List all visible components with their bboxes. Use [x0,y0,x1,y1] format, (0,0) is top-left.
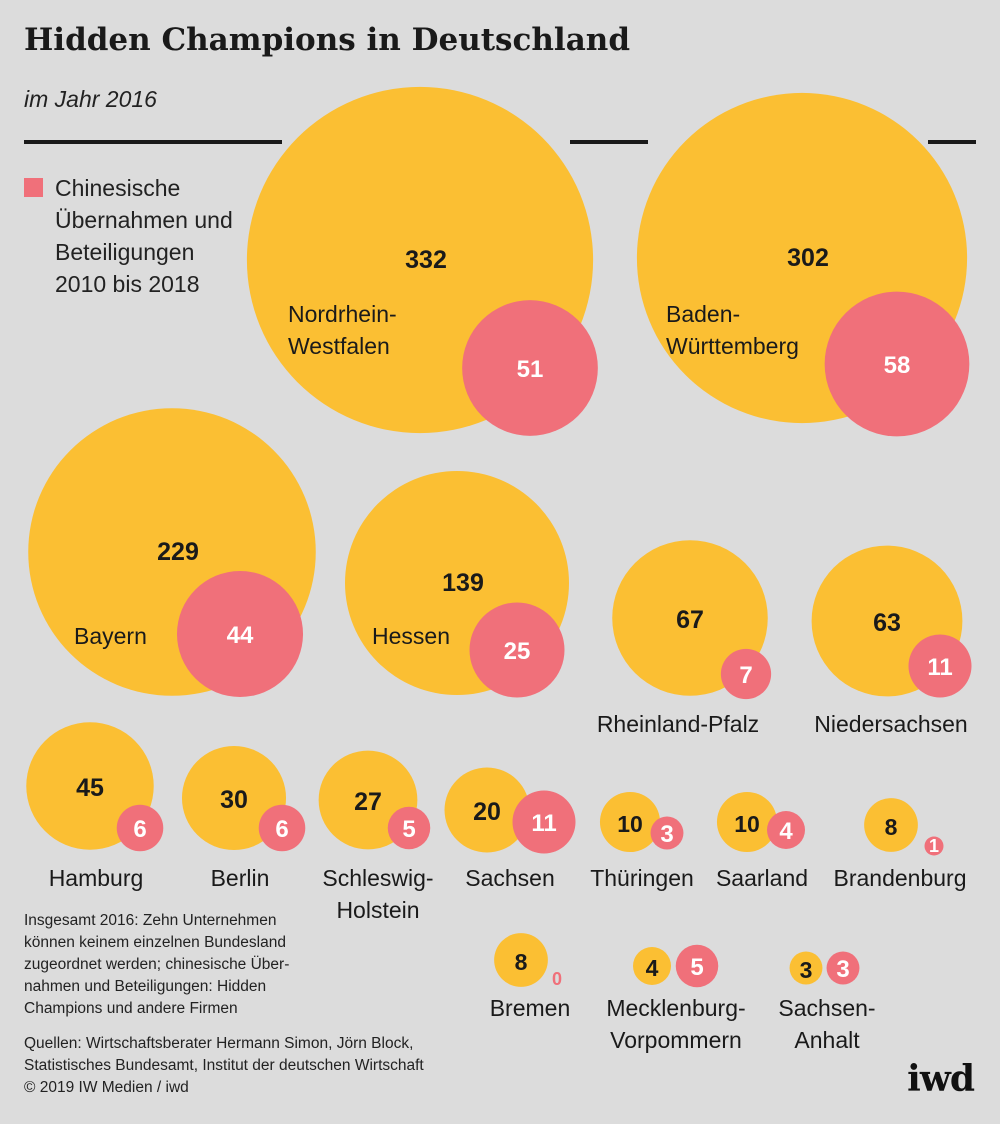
region-label-hessen: Hessen [372,623,450,649]
chinese-bubble-saarland [767,811,805,849]
champions-value-rheinland-pfalz: 67 [676,606,704,634]
copyright-text: © 2019 IW Medien / iwd [24,1079,189,1096]
note-source: Quellen: Wirtschaftsberater Hermann Simo… [24,1033,424,1099]
chinese-bubble-baden-württemberg [824,291,970,437]
chinese-value-thüringen: 3 [660,821,673,848]
champions-value-hessen: 139 [442,569,484,597]
region-label-bremen: Bremen [490,995,571,1021]
legend: Chinesische Übernahmen und Beteiligungen… [24,172,244,300]
iwd-logo: iwd [907,1058,975,1100]
region-label-baden-württemberg-line2: Württemberg [666,333,799,359]
champions-value-sachsen-anhalt: 3 [800,957,813,983]
chinese-value-niedersachsen: 11 [927,654,952,681]
chinese-value-bremen: 0 [552,969,562,989]
chinese-value-bayern: 44 [227,622,254,649]
chinese-bubble-bayern [176,570,304,698]
region-label-sachsen: Sachsen [465,865,555,891]
region-label-berlin: Berlin [211,865,270,891]
region-label-mecklenburg-vorpommern-line2: Vorpommern [610,1027,742,1053]
chinese-value-sachsen: 11 [531,810,556,837]
chinese-value-rheinland-pfalz: 7 [739,662,752,689]
note-total: Insgesamt 2016: Zehn Unternehmen können k… [24,910,289,1020]
champions-value-berlin: 30 [220,786,248,814]
chinese-bubble-mecklenburg-vorpommern [675,944,719,988]
champions-bubble-sachsen-anhalt [789,951,823,985]
champions-value-schleswig-holstein: 27 [354,788,382,816]
chinese-bubble-thüringen [650,816,684,850]
region-label-sachsen-anhalt-line1: Sachsen- [778,995,875,1021]
champions-bubble-saarland [716,791,778,853]
chinese-bubble-berlin [258,804,306,852]
region-label-thüringen: Thüringen [590,865,694,891]
region-label-sachsen-anhalt-line2: Anhalt [794,1027,860,1053]
chinese-value-brandenburg: 1 [929,836,939,856]
chinese-value-sachsen-anhalt: 3 [836,956,849,983]
chinese-value-mecklenburg-vorpommern: 5 [690,954,703,981]
champions-value-hamburg: 45 [76,774,104,802]
chinese-value-saarland: 4 [779,818,793,845]
chinese-bubble-rheinland-pfalz [720,648,772,700]
region-label-bayern: Bayern [74,623,147,649]
chinese-value-nordrhein-westfalen: 51 [517,356,544,383]
champions-value-niedersachsen: 63 [873,609,901,637]
region-label-hamburg: Hamburg [49,865,144,891]
region-label-schleswig-holstein-line2: Holstein [336,897,419,923]
champions-value-saarland: 10 [734,811,760,837]
region-label-baden-württemberg-line1: Baden- [666,301,740,327]
champions-bubble-sachsen [444,767,530,853]
chinese-value-schleswig-holstein: 5 [402,816,415,843]
chinese-value-berlin: 6 [275,816,288,843]
chinese-bubble-sachsen-anhalt [826,951,860,985]
champions-value-bremen: 8 [515,949,528,975]
region-label-nordrhein-westfalen-line1: Nordrhein- [288,301,397,327]
header-rule-middle [570,140,648,144]
chart-subtitle: im Jahr 2016 [24,86,157,112]
champions-bubble-thüringen [599,791,661,853]
chinese-bubble-hessen [469,602,565,698]
champions-bubble-brandenburg [864,798,918,852]
note-total-text: Insgesamt 2016: Zehn Unternehmen können k… [24,912,290,1017]
chinese-bubble-niedersachsen [908,634,972,698]
champions-bubble-mecklenburg-vorpommern [633,947,671,985]
chinese-value-hamburg: 6 [133,816,146,843]
champions-value-bayern: 229 [157,538,199,566]
chinese-value-baden-württemberg: 58 [884,352,911,379]
header-rule-right [928,140,976,144]
source-text: Quellen: Wirtschaftsberater Hermann Simo… [24,1035,424,1074]
region-label-schleswig-holstein-line1: Schleswig- [322,865,433,891]
region-label-niedersachsen: Niedersachsen [814,711,967,737]
champions-value-thüringen: 10 [617,811,643,837]
chinese-bubble-schleswig-holstein [387,806,431,850]
champions-value-baden-württemberg: 302 [787,244,829,272]
champions-value-brandenburg: 8 [885,814,898,840]
chinese-bubble-hamburg [116,804,164,852]
region-label-saarland: Saarland [716,865,808,891]
region-label-mecklenburg-vorpommern-line1: Mecklenburg- [606,995,745,1021]
legend-label: Chinesische Übernahmen und Beteiligungen… [55,175,233,297]
header-rule-left [24,140,282,144]
chinese-bubble-brandenburg [924,836,944,856]
chart-title: Hidden Champions in Deutschland [24,22,630,58]
chinese-value-hessen: 25 [504,638,531,665]
chinese-bubble-nordrhein-westfalen [462,300,598,436]
champions-value-sachsen: 20 [473,798,501,826]
champions-value-mecklenburg-vorpommern: 4 [646,955,659,981]
region-label-brandenburg: Brandenburg [834,865,967,891]
champions-bubble-bremen [494,933,548,987]
legend-swatch [24,178,43,197]
chinese-bubble-sachsen [512,790,576,854]
champions-value-nordrhein-westfalen: 332 [405,246,447,274]
region-label-nordrhein-westfalen-line2: Westfalen [288,333,390,359]
region-label-rheinland-pfalz: Rheinland-Pfalz [597,711,759,737]
